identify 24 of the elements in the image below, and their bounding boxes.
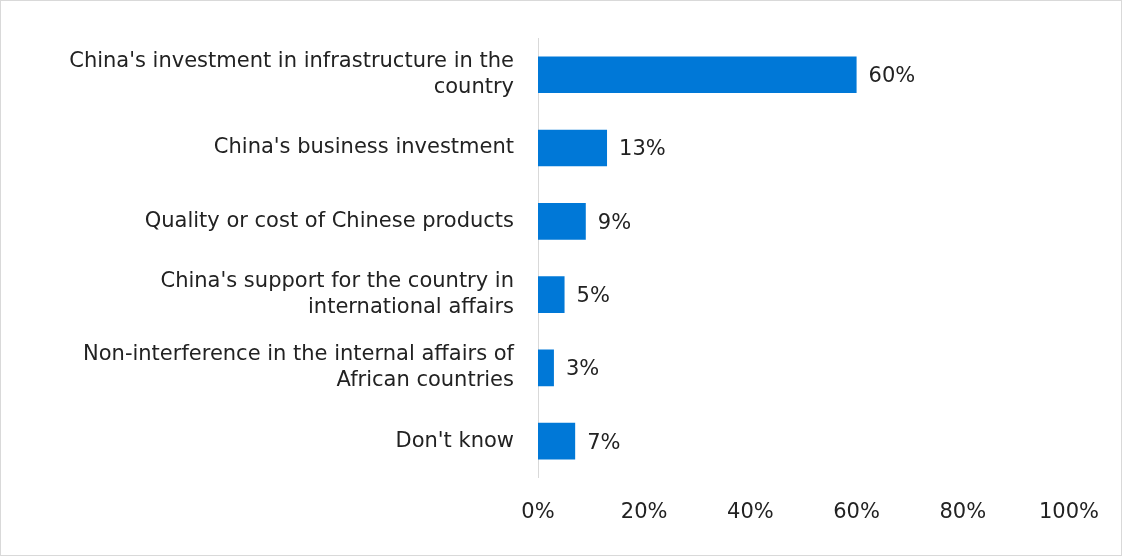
bar xyxy=(538,349,554,387)
x-tick-label: 40% xyxy=(727,498,774,523)
bar xyxy=(538,203,586,240)
data-label: 13% xyxy=(619,136,666,161)
bar xyxy=(538,276,565,313)
y-tick-label: Quality or cost of Chinese products xyxy=(144,207,514,232)
data-label: 60% xyxy=(868,63,916,88)
bar xyxy=(538,129,608,167)
x-tick-label: 100% xyxy=(1038,498,1100,523)
y-tick-label: China's business investment xyxy=(213,134,514,159)
data-label: 5% xyxy=(576,283,610,308)
y-tick-label: China's investment in infrastructure in the country xyxy=(69,48,514,99)
data-label: 3% xyxy=(565,356,600,381)
y-tick-label: Don't know xyxy=(395,427,514,452)
bar xyxy=(538,422,576,460)
y-tick-label: Non-interference in the internal affairs of African countries xyxy=(83,341,515,392)
x-tick-label: 80% xyxy=(939,498,987,523)
data-label: 7% xyxy=(587,429,621,454)
x-tick-label: 0% xyxy=(521,498,555,523)
y-tick-label: China's support for the country in international affairs xyxy=(160,267,514,319)
bar xyxy=(538,56,857,94)
x-tick-label: 20% xyxy=(620,498,668,523)
x-tick-label: 60% xyxy=(833,498,880,523)
data-label: 9% xyxy=(597,209,632,234)
